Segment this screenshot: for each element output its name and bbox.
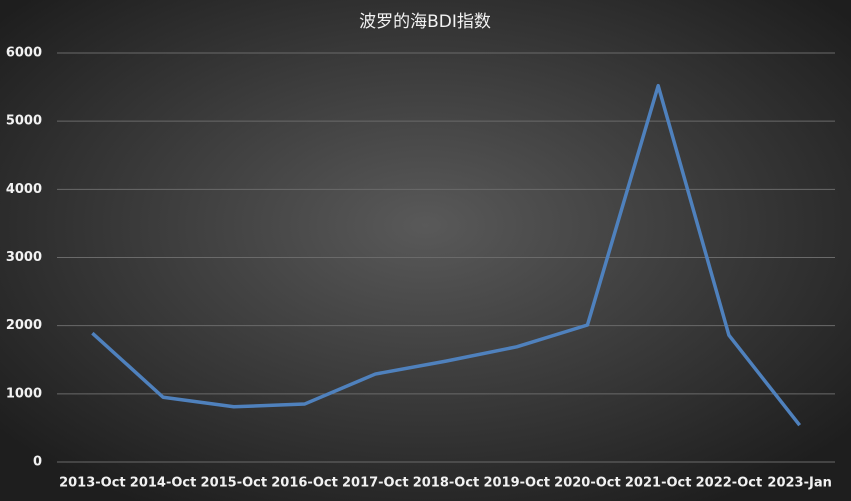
data-line [91,83,802,427]
x-tick-label: 2019-Oct [483,476,550,491]
y-tick-label: 1000 [6,386,42,401]
x-tick-label: 2013-Oct [59,476,126,491]
y-tick-label: 6000 [6,46,42,61]
x-tick-label: 2016-Oct [271,476,338,491]
y-tick-label: 4000 [6,182,42,197]
x-tick-label: 2020-Oct [554,476,621,491]
x-tick-label: 2022-Oct [696,476,763,491]
chart-title: 波罗的海BDI指数 [359,12,491,32]
y-tick-label: 0 [33,455,42,470]
x-tick-label: 2018-Oct [413,476,480,491]
y-tick-label: 2000 [6,318,42,333]
x-tick-label: 2014-Oct [130,476,197,491]
x-tick-label: 2015-Oct [201,476,268,491]
y-tick-label: 3000 [6,250,42,265]
x-tick-label: 2017-Oct [342,476,409,491]
y-tick-label: 5000 [6,114,42,129]
x-tick-label: 2021-Oct [625,476,692,491]
x-tick-label: 2023-Jan [767,476,831,491]
